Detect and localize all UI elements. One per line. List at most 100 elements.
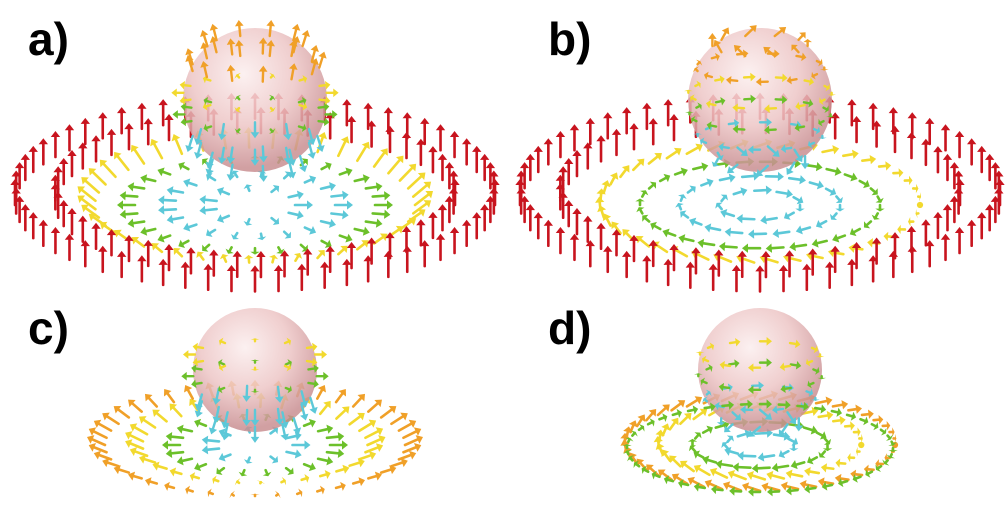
- field-arrow: [231, 231, 239, 240]
- field-arrow: [319, 261, 330, 289]
- field-arrow: [50, 183, 61, 211]
- ring-arrow: [865, 469, 874, 478]
- field-arrow: [758, 117, 772, 127]
- field-arrow: [585, 117, 595, 146]
- field-arrow: [817, 410, 834, 421]
- field-arrow: [710, 52, 720, 62]
- field-arrow: [695, 102, 702, 111]
- field-arrow: [194, 393, 204, 411]
- field-arrow: [533, 145, 543, 174]
- field-arrow: [693, 432, 702, 440]
- field-arrow: [102, 458, 120, 468]
- field-arrow: [364, 182, 383, 192]
- field-arrow: [831, 400, 849, 410]
- field-arrow: [116, 250, 127, 279]
- panel-label-d: d): [548, 302, 592, 354]
- field-arrow: [406, 172, 426, 190]
- field-arrow: [661, 423, 670, 437]
- field-arrow: [305, 357, 318, 367]
- field-arrow: [242, 384, 251, 402]
- field-arrow: [555, 183, 566, 211]
- field-arrow: [824, 187, 837, 196]
- field-arrow: [583, 215, 593, 243]
- field-arrow: [50, 130, 61, 159]
- field-arrow: [832, 233, 847, 243]
- field-arrow: [310, 45, 319, 63]
- field-arrow: [212, 475, 220, 485]
- field-arrow: [348, 458, 365, 468]
- field-arrow: [892, 168, 904, 178]
- field-arrow: [790, 460, 806, 470]
- field-arrow: [91, 135, 101, 163]
- field-arrow: [472, 145, 482, 174]
- field-arrow: [283, 146, 293, 164]
- ring-arrow: [785, 486, 799, 496]
- ring-arrow: [633, 460, 641, 469]
- field-arrow: [774, 73, 788, 83]
- ring-arrow: [888, 440, 897, 446]
- field-arrow: [642, 214, 651, 223]
- field-arrow: [705, 364, 713, 372]
- field-arrow: [119, 209, 139, 219]
- field-arrow: [903, 175, 913, 186]
- field-arrow: [890, 125, 900, 154]
- field-arrow: [270, 184, 280, 194]
- field-arrow: [152, 409, 168, 423]
- field-arrow: [428, 211, 438, 240]
- field-arrow: [780, 384, 793, 394]
- field-arrow: [684, 89, 693, 95]
- field-arrow: [815, 219, 828, 229]
- field-arrow: [298, 154, 308, 173]
- field-arrow: [802, 263, 812, 292]
- field-arrow: [706, 342, 715, 351]
- field-arrow: [569, 124, 580, 152]
- field-arrow: [721, 441, 729, 450]
- field-arrow: [250, 338, 260, 343]
- field-arrow: [485, 195, 496, 224]
- field-arrow: [821, 145, 840, 155]
- field-arrow: [50, 227, 61, 255]
- field-arrow: [814, 396, 833, 406]
- field-arrow: [564, 157, 574, 186]
- field-arrow: [555, 227, 566, 255]
- ring-arrow: [622, 444, 632, 450]
- field-arrow: [275, 407, 284, 425]
- field-arrow: [279, 250, 290, 278]
- field-arrow: [648, 118, 658, 146]
- field-arrow: [64, 124, 75, 152]
- field-arrow: [609, 172, 619, 186]
- field-arrow: [449, 130, 460, 159]
- field-arrow: [333, 200, 353, 210]
- field-arrow: [718, 173, 736, 183]
- field-arrow: [692, 162, 709, 172]
- field-arrow: [194, 141, 203, 159]
- field-arrow: [692, 408, 708, 421]
- field-arrow: [702, 355, 710, 364]
- field-arrow: [648, 239, 658, 268]
- field-arrow: [519, 162, 530, 190]
- field-arrow: [300, 403, 309, 421]
- field-arrow: [818, 118, 825, 127]
- ring-arrow: [627, 455, 635, 462]
- field-arrow: [843, 172, 858, 182]
- field-arrow: [663, 99, 673, 127]
- field-arrow: [364, 427, 384, 440]
- field-arrow: [77, 186, 97, 203]
- field-arrow: [203, 123, 213, 132]
- field-arrow: [711, 158, 720, 167]
- field-arrow: [280, 476, 286, 486]
- field-arrow: [256, 480, 266, 485]
- field-arrow: [788, 339, 801, 349]
- field-arrow: [315, 371, 329, 381]
- field-arrow: [179, 80, 192, 90]
- field-arrow: [789, 360, 802, 370]
- field-arrow: [657, 469, 673, 481]
- ring-arrow: [671, 408, 682, 418]
- field-arrow: [472, 212, 482, 240]
- field-arrow: [59, 157, 69, 186]
- field-arrow: [221, 423, 230, 441]
- field-arrow: [139, 454, 157, 464]
- field-arrow: [805, 358, 814, 367]
- field-arrow: [835, 195, 843, 203]
- field-arrow: [309, 396, 318, 414]
